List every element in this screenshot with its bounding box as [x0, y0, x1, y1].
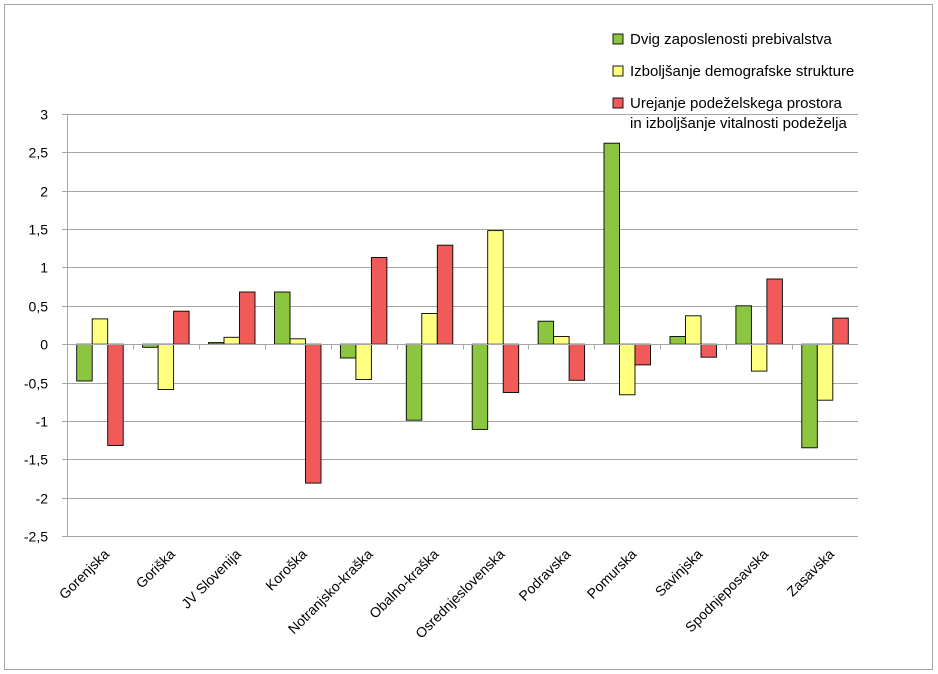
bar-1	[405, 343, 423, 421]
bar-1	[274, 291, 291, 345]
legend-label: Izboljšanje demografske strukture	[630, 63, 854, 80]
x-category-label: Savinjska	[652, 546, 706, 600]
bar-1	[801, 343, 818, 449]
legend-label: Dvig zaposlenosti prebivalstva	[630, 31, 832, 48]
bar-1	[537, 320, 555, 345]
bar-2	[487, 230, 504, 345]
bar-2	[816, 343, 834, 401]
bar-2	[619, 343, 636, 396]
y-tick-label: 0,5	[29, 299, 49, 315]
bar-2	[685, 315, 702, 345]
x-category-label: Pomurska	[584, 546, 640, 602]
bar-3	[766, 278, 783, 345]
bar-3	[305, 343, 322, 484]
bars	[76, 142, 849, 484]
bar-3	[502, 343, 520, 393]
x-category-label: Podravska	[515, 546, 573, 604]
legend: Dvig zaposlenosti prebivalstva Izboljšanj…	[612, 31, 854, 132]
y-tick-label: -2	[36, 491, 49, 507]
bar-1	[208, 342, 225, 345]
bar-3	[832, 317, 849, 345]
legend-swatch	[612, 65, 624, 77]
bar-2	[553, 336, 570, 345]
legend-swatch	[612, 33, 624, 45]
bar-3	[634, 343, 651, 366]
bar-2	[289, 338, 306, 345]
y-tick-label: 1,5	[29, 222, 49, 238]
bar-3	[568, 343, 586, 381]
bar-3	[173, 310, 190, 345]
x-category-label: Koroška	[262, 546, 310, 594]
x-category-label: Obalno-kraška	[366, 546, 442, 622]
x-category-label: Goriška	[133, 546, 179, 592]
y-tick-label: -0,5	[24, 376, 48, 392]
x-axis-categories: Gorenjska Goriška JV Slovenija KoroškaNotra…	[56, 546, 838, 642]
bar-2	[355, 343, 372, 380]
x-category-label: Gorenjska	[56, 546, 113, 603]
y-axis-ticks: -2,5 -2 -1,5 -1 -0,5 0 0,5 1 1,5 2 2,5 3	[24, 107, 67, 545]
axes	[67, 114, 858, 536]
bar-1	[669, 336, 686, 345]
y-tick-label: 2	[40, 184, 48, 200]
y-tick-label: 3	[40, 107, 48, 123]
bar-2	[157, 343, 175, 390]
y-tick-label: 1	[40, 260, 48, 276]
legend-swatch	[612, 97, 624, 109]
legend-label: Urejanje podeželskega prostora	[630, 95, 842, 112]
x-category-label: Zasavska	[783, 546, 837, 600]
bar-1	[339, 343, 357, 359]
bar-1	[471, 343, 489, 430]
y-tick-label: 2,5	[29, 145, 49, 161]
y-tick-label: 0	[40, 337, 48, 353]
y-tick-label: -2,5	[24, 529, 48, 545]
bar-3	[107, 343, 124, 446]
x-category-label: JV Slovenija	[178, 546, 244, 612]
bar-2	[91, 318, 109, 345]
bar-3	[700, 343, 717, 358]
y-tick-label: -1,5	[24, 452, 48, 468]
legend-label: in izboljšanje vitalnosti podeželja	[630, 115, 847, 132]
bar-1	[603, 142, 620, 345]
bar-2	[421, 313, 438, 345]
bar-3	[436, 244, 454, 345]
y-tick-label: -1	[36, 414, 49, 430]
bar-1	[735, 305, 752, 345]
bar-2	[750, 343, 768, 372]
bar-3	[370, 257, 388, 345]
bar-2	[223, 336, 240, 345]
bar-1	[76, 343, 93, 382]
bar-3	[239, 291, 256, 345]
